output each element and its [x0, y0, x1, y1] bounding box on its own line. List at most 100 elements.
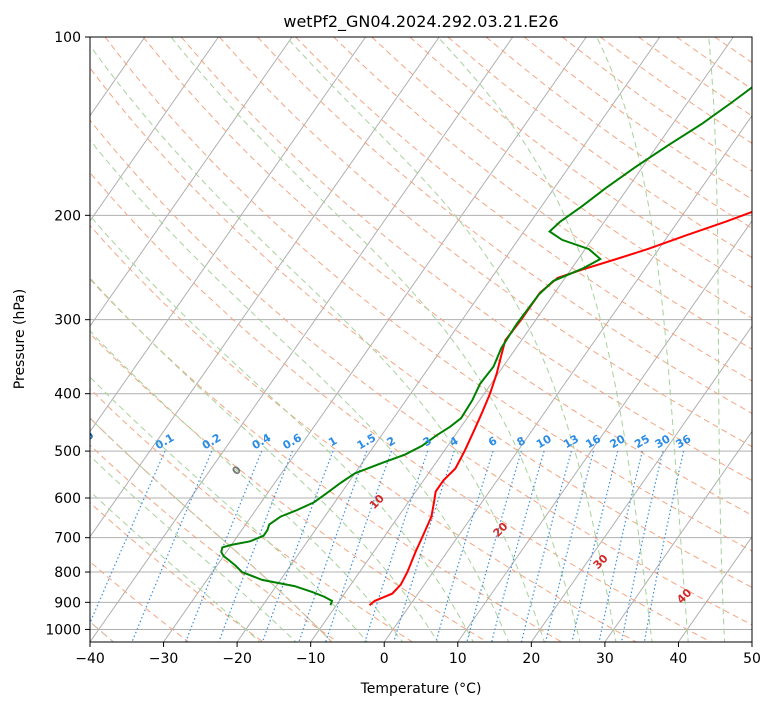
isotherm-line [678, 535, 752, 642]
isotherm-line [0, 37, 71, 642]
mixing-ratio-line [325, 450, 393, 642]
moist-adiabat-label: 30 [591, 552, 611, 572]
dry-adiabat [90, 171, 712, 642]
mixing-ratio-label: 0.6 [281, 431, 305, 452]
moist-adiabat [437, 37, 653, 642]
dry-adiabat-label: -20 [0, 400, 10, 423]
isotherm-line [90, 37, 440, 538]
dry-adiabat [90, 119, 752, 626]
mixing-ratio-label: 1 [326, 434, 339, 449]
moist-adiabats [90, 37, 726, 642]
mixing-ratio-line [466, 450, 523, 642]
x-axis-ticks: −40 −30 −20 −10 0 10 20 30 40 50 [75, 642, 761, 667]
moist-adiabat [90, 330, 404, 642]
dry-adiabat-label: -10 [73, 428, 96, 451]
dry-adiabat [90, 224, 638, 642]
isotherm-line [90, 37, 219, 222]
isotherm-line [751, 641, 752, 642]
dry-adiabat [90, 67, 752, 588]
y-tick-label: 600 [54, 491, 81, 507]
dry-adiabat [142, 37, 752, 516]
isotherm-line [604, 430, 752, 642]
y-tick-label: 100 [54, 30, 81, 46]
dry-adiabat [638, 37, 752, 117]
mixing-ratio-line [393, 450, 455, 642]
y-tick-label: 300 [54, 313, 81, 329]
dry-adiabat [676, 37, 752, 90]
mixing-ratio-label: 16 [583, 432, 603, 451]
isotherm-line [236, 37, 661, 642]
mixing-ratio-line [261, 450, 334, 642]
mixing-ratio-line [544, 450, 595, 642]
mixing-ratio-label: 0.1 [153, 431, 176, 452]
moist-adiabat [90, 455, 297, 642]
skewed-isotherms [0, 37, 752, 642]
isotherm-line [90, 37, 514, 642]
moist-adiabat-label: 40 [674, 586, 694, 606]
mixing-ratio-label: 30 [653, 432, 673, 451]
mixing-ratio-label: 4 [447, 434, 460, 449]
dry-adiabat [257, 37, 752, 414]
x-tick-label: 0 [380, 651, 389, 667]
mixing-ratio-label: 6 [486, 434, 499, 449]
x-tick-label: −40 [75, 651, 105, 667]
mixing-ratio-label: 0.2 [200, 431, 223, 452]
y-tick-label: 800 [54, 565, 81, 581]
isotherm-line [530, 325, 752, 642]
mixing-ratio-label: 13 [561, 432, 581, 451]
mixing-ratio-line [643, 450, 685, 642]
plot-frame [89, 36, 753, 643]
mixing-ratio-label: 0.4 [250, 431, 274, 452]
isotherm-line [90, 37, 367, 433]
moist-adiabat-label: 20 [491, 520, 511, 540]
dry-adiabat [219, 37, 752, 448]
dry-adiabat [180, 37, 752, 482]
mixing-ratio-label: 2 [385, 434, 398, 449]
x-tick-label: 50 [743, 651, 761, 667]
y-tick-label: 1000 [45, 622, 81, 638]
moist-adiabat [90, 417, 333, 642]
x-tick-label: 40 [670, 651, 688, 667]
isotherm-line [383, 114, 752, 642]
isotherm-line [163, 37, 587, 642]
x-tick-label: 10 [449, 651, 467, 667]
reference-curve [90, 417, 333, 642]
x-tick-label: 30 [596, 651, 614, 667]
mixing-ratio-line [598, 450, 643, 642]
moist-adiabat [90, 214, 474, 642]
y-tick-label: 700 [54, 531, 81, 547]
reference-curves [90, 417, 333, 642]
mixing-ratio-line [571, 450, 619, 642]
x-tick-label: −30 [149, 651, 179, 667]
sounding-series [220, 86, 752, 606]
chart-title: wetPf2_GN04.2024.292.03.21.E26 [283, 12, 558, 32]
y-axis-title: Pressure (hPa) [12, 289, 28, 389]
isotherm-line [90, 37, 293, 328]
mixing-ratio-label: 10 [534, 432, 554, 451]
moist-adiabat [170, 37, 581, 642]
mixing-ratio-label: 3 [421, 434, 434, 449]
x-tick-label: 20 [522, 651, 540, 667]
dry-adiabat [600, 37, 752, 144]
plot-area: -100-90-80-70-60-50-40-30-20-100.10.20.4… [0, 37, 752, 642]
y-tick-label: 900 [54, 595, 81, 611]
dry-adiabat [371, 37, 752, 319]
dry-adiabat [90, 502, 265, 642]
x-axis-title: Temperature (°C) [360, 681, 482, 697]
mixing-ratio-line [131, 450, 213, 642]
moist-adiabat [708, 37, 726, 642]
dry-adiabat [714, 37, 752, 64]
mixing-ratio-line [298, 450, 368, 642]
dry-adiabat [90, 388, 414, 642]
moist-adiabat [90, 490, 261, 642]
moist-adiabat [90, 376, 368, 642]
dry-adiabat [90, 278, 563, 642]
dry-adiabat [409, 37, 752, 289]
mixing-ratio-line [90, 450, 166, 625]
y-axis-ticks: 100 200 300 400 500 600 700 800 900 1000 [45, 30, 90, 638]
dry-adiabat [90, 444, 339, 642]
dry-adiabat [90, 332, 488, 642]
isotherm-line [457, 220, 752, 642]
y-tick-label: 200 [54, 208, 81, 224]
